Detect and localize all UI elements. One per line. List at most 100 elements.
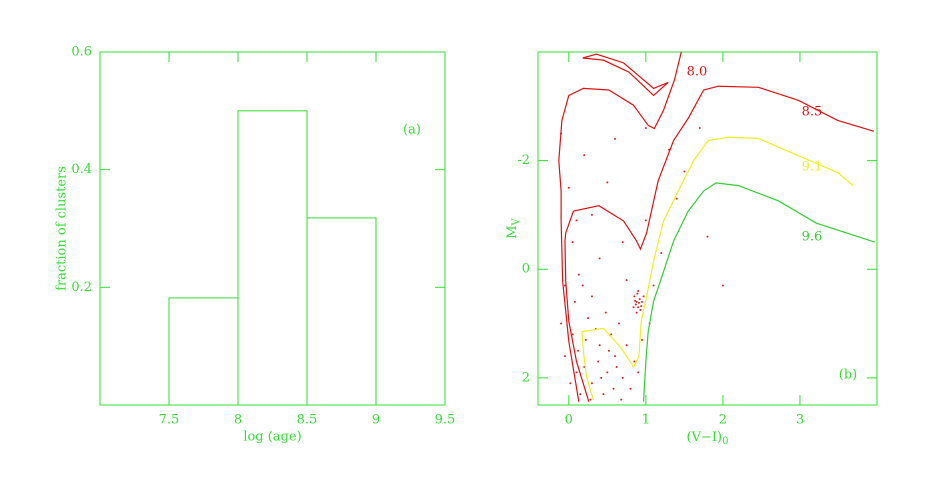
y-tick-label: 0: [522, 262, 530, 277]
star-point: [575, 371, 578, 374]
star-point: [638, 298, 641, 301]
star-point: [634, 299, 637, 302]
star-point: [621, 241, 624, 244]
isochrone: [642, 182, 875, 402]
star-point: [660, 251, 663, 254]
star-point: [598, 257, 601, 260]
star-point: [635, 300, 638, 303]
star-point: [607, 349, 610, 352]
y-tick-label: 2: [522, 370, 530, 385]
star-point: [579, 393, 582, 396]
star-point: [636, 292, 639, 295]
star-point: [575, 219, 578, 222]
star-point: [721, 284, 724, 287]
star-point: [571, 333, 574, 336]
star-point: [637, 301, 640, 304]
star-point: [675, 197, 678, 200]
isochrone: [564, 85, 875, 402]
isochrone-label: 8.5: [802, 105, 823, 120]
star-point: [590, 295, 593, 298]
star-point: [600, 376, 603, 379]
x-tick-label: 7.5: [159, 413, 180, 428]
star-point: [641, 338, 644, 341]
star-point: [621, 376, 624, 379]
star-point: [641, 300, 644, 303]
star-point: [644, 219, 647, 222]
star-point: [569, 382, 572, 385]
isochrone: [558, 51, 682, 402]
star-point: [637, 289, 640, 292]
star-point: [629, 387, 632, 390]
x-tick-label: 9.5: [435, 413, 456, 428]
star-point: [683, 170, 686, 173]
star-point: [590, 382, 593, 385]
star-point: [589, 398, 592, 401]
x-tick-label: 0: [565, 413, 573, 428]
star-point: [625, 279, 628, 282]
star-point: [577, 273, 580, 276]
isochrone-label: 9.6: [802, 230, 823, 245]
star-point: [633, 295, 636, 298]
star-point: [597, 360, 600, 363]
star-point: [571, 241, 574, 244]
star-point: [583, 154, 586, 157]
histogram-bar: [306, 217, 377, 406]
x-tick-label: 3: [796, 413, 804, 428]
star-point: [560, 322, 563, 325]
y-tick-label: 0.4: [71, 162, 92, 177]
star-point: [625, 344, 628, 347]
star-point: [581, 284, 584, 287]
x-tick-label: 8: [234, 413, 242, 428]
star-point: [612, 387, 615, 390]
star-point: [642, 295, 645, 298]
star-point: [606, 371, 609, 374]
star-point: [577, 349, 580, 352]
star-point: [598, 344, 601, 347]
panel-label: (b): [839, 368, 857, 383]
x-tick-label: 1: [642, 413, 650, 428]
isochrone: [581, 136, 854, 401]
isochrone-label: 8.0: [687, 65, 708, 80]
star-point: [590, 213, 593, 216]
axis-label: fraction of clusters: [55, 166, 70, 291]
star-point: [652, 284, 655, 287]
star-point: [587, 317, 590, 320]
star-point: [567, 186, 570, 189]
star-point: [563, 355, 566, 358]
star-point: [644, 127, 647, 130]
star-point: [614, 137, 617, 140]
star-point: [614, 355, 617, 358]
y-tick-label: 0.2: [71, 280, 92, 295]
isochrone-label: 9.1: [802, 160, 823, 175]
star-point: [632, 306, 635, 309]
x-tick-label: 2: [719, 413, 727, 428]
axis-label-text: (V−I): [687, 430, 723, 445]
star-point: [640, 305, 643, 308]
y-tick-label: -2: [517, 153, 530, 168]
star-point: [706, 235, 709, 238]
plot-frame: [99, 51, 446, 406]
axis-label-text: M: [505, 225, 520, 238]
star-point: [698, 127, 701, 130]
plot-frame: [537, 51, 878, 406]
star-point: [633, 360, 636, 363]
axis-label-sub: 0: [722, 436, 728, 447]
axis-label: (V−I)0: [687, 430, 729, 447]
star-point: [637, 371, 640, 374]
star-point: [604, 311, 607, 314]
star-point: [639, 308, 642, 311]
histogram-bar: [168, 297, 239, 406]
star-point: [620, 398, 623, 401]
x-tick-label: 9: [372, 413, 380, 428]
axis-label: log (age): [243, 430, 301, 445]
star-point: [606, 181, 609, 184]
star-point: [634, 303, 637, 306]
axis-label-sub: V: [511, 217, 522, 226]
star-point: [615, 365, 618, 368]
axis-label: MV: [505, 217, 522, 238]
star-point: [573, 300, 576, 303]
x-tick-label: 8.5: [297, 413, 318, 428]
panel-label: (a): [403, 123, 421, 138]
